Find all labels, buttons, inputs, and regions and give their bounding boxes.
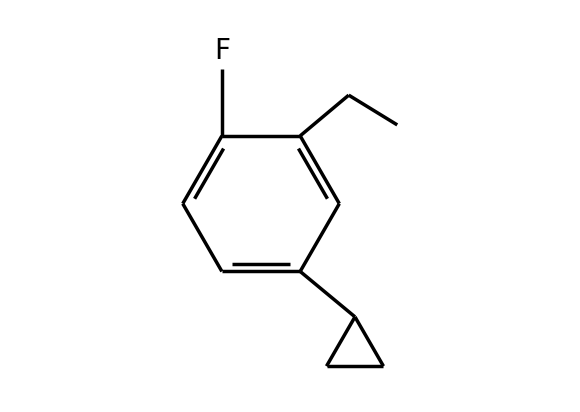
Text: F: F — [214, 37, 230, 65]
